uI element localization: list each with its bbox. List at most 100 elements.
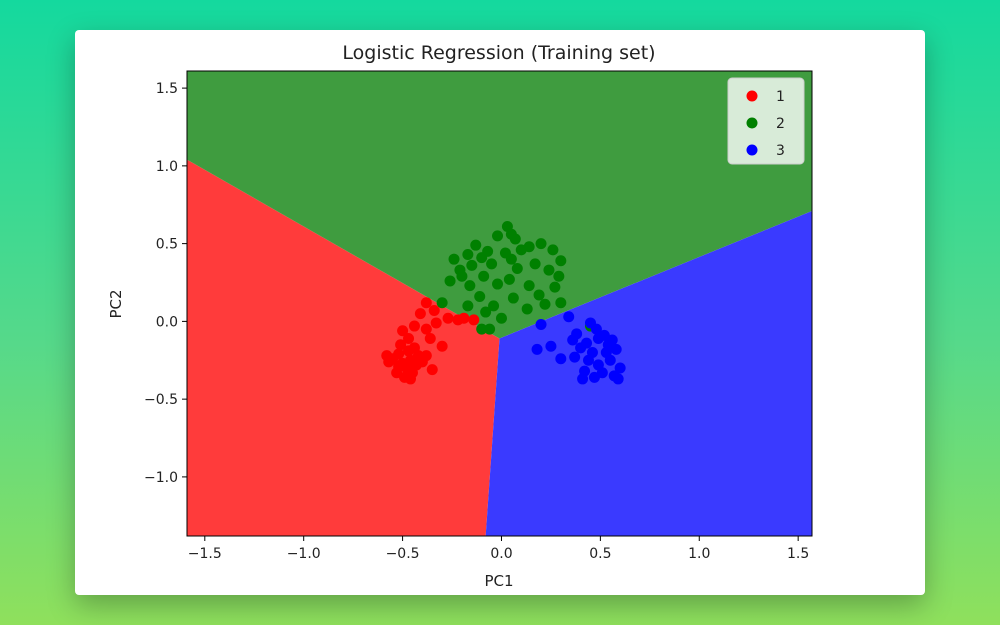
decision-region-1 xyxy=(187,159,500,536)
x-tick-label: −1.5 xyxy=(188,546,222,562)
y-tick-label: 1.0 xyxy=(156,159,178,175)
data-point-class-2 xyxy=(436,297,448,309)
data-point-class-2 xyxy=(533,289,545,301)
data-point-class-2 xyxy=(444,275,456,287)
data-point-class-2 xyxy=(555,255,567,267)
data-point-class-2 xyxy=(535,238,547,250)
y-tick-label: 0.0 xyxy=(156,314,178,330)
data-points xyxy=(381,221,626,385)
data-point-class-3 xyxy=(577,373,589,385)
data-point-class-2 xyxy=(466,259,478,271)
data-point-class-3 xyxy=(614,362,626,374)
legend-box xyxy=(727,77,805,165)
data-point-class-2 xyxy=(553,270,565,282)
data-point-class-1 xyxy=(442,312,454,324)
data-point-class-1 xyxy=(408,320,420,332)
data-point-class-2 xyxy=(484,323,496,335)
data-point-class-1 xyxy=(420,323,432,335)
data-point-class-2 xyxy=(523,280,535,292)
y-tick-label: 0.5 xyxy=(156,237,178,253)
data-point-class-3 xyxy=(610,343,622,355)
data-point-class-2 xyxy=(492,230,504,242)
legend-label-2: 2 xyxy=(776,116,785,132)
legend-marker-3 xyxy=(746,144,758,156)
data-point-class-2 xyxy=(539,298,551,310)
data-point-class-3 xyxy=(531,343,543,355)
data-point-class-1 xyxy=(393,348,405,360)
decision-region-2 xyxy=(187,71,812,339)
data-point-class-2 xyxy=(523,241,535,253)
legend-marker-2 xyxy=(746,117,758,129)
data-point-class-3 xyxy=(598,329,610,341)
data-point-class-2 xyxy=(470,239,482,251)
data-point-class-1 xyxy=(426,364,438,376)
data-point-class-3 xyxy=(602,339,614,351)
scatter-plot: Logistic Regression (Training set) −1.5−… xyxy=(107,42,813,590)
x-tick-label: −0.5 xyxy=(386,546,420,562)
data-point-class-2 xyxy=(456,270,468,282)
data-point-class-3 xyxy=(583,354,595,366)
x-tick-label: −1.0 xyxy=(287,546,321,562)
data-point-class-3 xyxy=(569,351,581,363)
y-tick-label: −1.0 xyxy=(144,470,178,486)
x-tick-label: 0.5 xyxy=(589,546,611,562)
data-point-class-2 xyxy=(521,303,533,315)
data-point-class-2 xyxy=(555,297,567,309)
data-point-class-1 xyxy=(393,360,405,372)
data-point-class-1 xyxy=(420,297,432,309)
data-point-class-2 xyxy=(505,253,517,265)
data-point-class-1 xyxy=(430,317,442,329)
data-point-class-1 xyxy=(395,339,407,351)
legend-marker-1 xyxy=(746,90,758,102)
decision-region-3 xyxy=(485,210,812,536)
data-point-class-1 xyxy=(381,350,393,362)
data-point-class-1 xyxy=(428,304,440,316)
data-point-class-2 xyxy=(547,244,559,256)
data-point-class-2 xyxy=(503,273,515,285)
data-point-class-2 xyxy=(492,278,504,290)
data-point-class-2 xyxy=(486,258,498,270)
axes-frame xyxy=(186,70,813,537)
y-tick-label: 1.5 xyxy=(156,81,178,97)
data-point-class-1 xyxy=(420,350,432,362)
data-point-class-1 xyxy=(458,312,470,324)
data-point-class-2 xyxy=(488,300,500,312)
data-point-class-2 xyxy=(462,249,474,261)
data-point-class-2 xyxy=(549,281,561,293)
figure-card: Logistic Regression (Training set) −1.5−… xyxy=(75,30,925,595)
x-axis-label: PC1 xyxy=(484,572,513,590)
data-point-class-2 xyxy=(478,270,490,282)
data-point-class-3 xyxy=(545,340,557,352)
data-point-class-3 xyxy=(575,342,587,354)
legend-label-1: 1 xyxy=(776,89,785,105)
x-tick-label: 1.5 xyxy=(787,546,809,562)
data-point-class-2 xyxy=(529,258,541,270)
data-point-class-1 xyxy=(404,373,416,385)
data-point-class-2 xyxy=(480,306,492,318)
data-point-class-3 xyxy=(590,323,602,335)
y-axis-ticks: −1.0 −0.5 0.0 0.5 1.0 1.5 xyxy=(144,81,187,486)
data-point-class-3 xyxy=(612,373,624,385)
data-point-class-2 xyxy=(476,323,488,335)
data-point-class-2 xyxy=(462,300,474,312)
data-point-class-2 xyxy=(543,264,555,276)
data-point-class-2 xyxy=(448,253,460,265)
data-point-class-1 xyxy=(397,325,409,337)
data-point-class-3 xyxy=(567,334,579,346)
data-point-class-3 xyxy=(535,318,547,330)
data-point-class-1 xyxy=(436,340,448,352)
y-tick-label: −0.5 xyxy=(144,392,178,408)
x-tick-label: 1.0 xyxy=(688,546,710,562)
x-tick-label: 0.0 xyxy=(490,546,512,562)
data-point-class-2 xyxy=(507,292,519,304)
data-point-class-2 xyxy=(464,280,476,292)
data-point-class-1 xyxy=(468,314,480,326)
data-point-class-3 xyxy=(596,367,608,379)
data-point-class-1 xyxy=(403,332,415,344)
data-point-class-2 xyxy=(511,263,523,275)
chart-title: Logistic Regression (Training set) xyxy=(342,42,655,64)
y-axis-label: PC2 xyxy=(107,289,125,318)
data-point-class-3 xyxy=(604,354,616,366)
data-point-class-1 xyxy=(424,332,436,344)
x-axis-ticks: −1.5 −1.0 −0.5 0.0 0.5 1.0 1.5 xyxy=(188,536,809,562)
